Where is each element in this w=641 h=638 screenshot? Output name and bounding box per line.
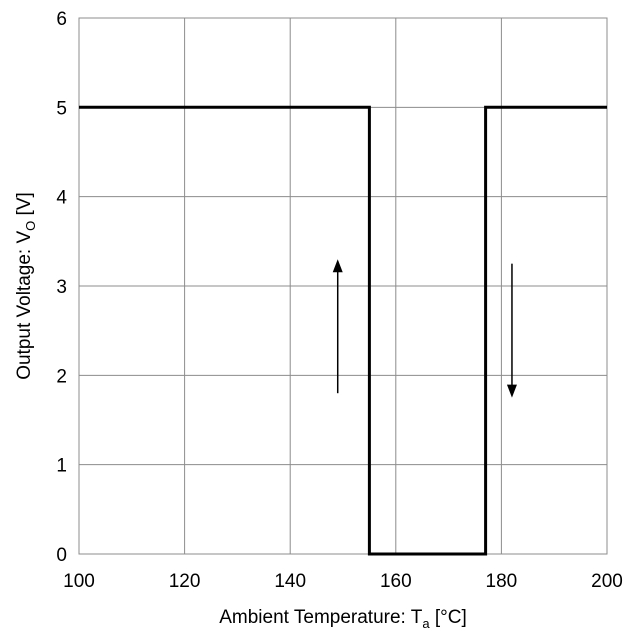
x-tick-label-200: 200 xyxy=(591,571,623,592)
x-tick-label-160: 160 xyxy=(380,571,412,592)
y-axis-title: Output Voltage: VO [V] xyxy=(14,192,38,380)
arrow-up-annotation xyxy=(332,259,343,394)
y-tick-label-0: 0 xyxy=(56,545,67,566)
annotations-layer xyxy=(332,259,517,398)
series-layer xyxy=(79,105,607,556)
x-axis-title-unit: [°C] xyxy=(430,607,467,628)
x-axis-title: Ambient Temperature: Ta [°C] xyxy=(219,607,467,631)
series-line-0 xyxy=(79,105,607,556)
y-axis-title-unit: [V] xyxy=(14,192,35,221)
y-axis-title-subscript: O xyxy=(23,221,38,231)
x-tick-label-120: 120 xyxy=(169,571,201,592)
y-tick-label-6: 6 xyxy=(56,9,67,30)
y-tick-label-2: 2 xyxy=(56,366,67,387)
x-axis-title-subscript: a xyxy=(422,616,430,631)
grid-horizontal-lines xyxy=(79,17,607,555)
y-tick-label-1: 1 xyxy=(56,456,67,477)
y-tick-labels: 0 1 2 3 4 5 6 xyxy=(56,9,67,566)
x-tick-label-100: 100 xyxy=(63,571,95,592)
plot-frame xyxy=(78,17,608,555)
x-tick-label-140: 140 xyxy=(274,571,306,592)
arrow-down-annotation xyxy=(506,263,517,398)
x-axis-title-main: Ambient Temperature: T xyxy=(219,607,423,628)
x-tick-labels: 100 120 140 160 180 200 xyxy=(63,571,623,592)
x-tick-label-180: 180 xyxy=(486,571,518,592)
y-axis-title-main: Output Voltage: V xyxy=(14,231,35,380)
y-tick-label-5: 5 xyxy=(56,98,67,119)
y-tick-label-4: 4 xyxy=(56,188,67,209)
y-tick-label-3: 3 xyxy=(56,277,67,298)
arrow-head xyxy=(506,384,517,398)
arrow-head xyxy=(332,259,343,273)
